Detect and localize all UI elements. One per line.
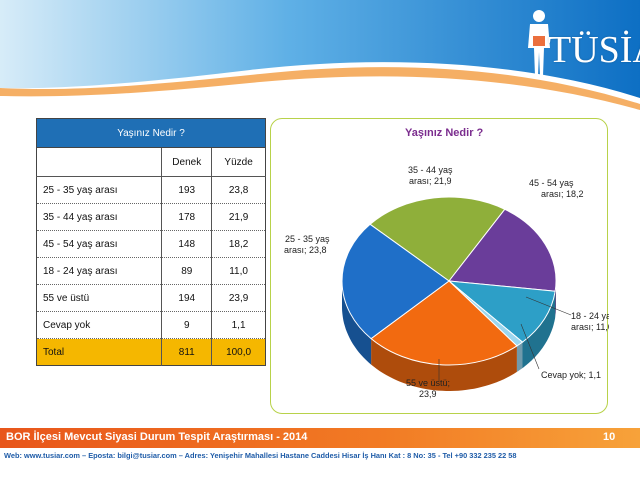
slice-label: arası; 21,9	[409, 176, 452, 186]
slice-label: 18 - 24 yaş	[571, 311, 609, 321]
age-table: Yaşınız Nedir ? Denek Yüzde 25 - 35 yaş …	[36, 118, 266, 366]
total-count: 811	[161, 338, 213, 366]
header-label	[36, 147, 163, 177]
brand-logo-text: TÜSİAR	[548, 29, 640, 71]
header-banner: TÜSİAR	[0, 0, 640, 118]
row-label: 45 - 54 yaş arası	[36, 230, 163, 258]
row-count: 89	[161, 257, 213, 285]
pie-slice-side	[342, 281, 372, 365]
pie-leader-lines	[438, 296, 572, 381]
row-label: Cevap yok	[36, 311, 163, 339]
leader-line	[525, 296, 572, 316]
pie-slice	[448, 208, 557, 292]
slice-label: 23,9	[419, 389, 437, 399]
header-wave	[0, 0, 640, 118]
row-count: 193	[161, 176, 213, 204]
slice-label: arası; 18,2	[541, 189, 584, 199]
row-percent: 11,0	[211, 257, 266, 285]
table-row: Cevap yok 9 1,1	[36, 311, 266, 339]
total-row: Total 811 100,0	[36, 338, 266, 366]
contact-info: Web: www.tusiar.com – Eposta: bilgi@tusi…	[4, 451, 517, 460]
pie-slice	[341, 223, 450, 340]
table-row: 55 ve üstü 194 23,9	[36, 284, 266, 312]
slice-label: 55 ve üstü;	[406, 378, 450, 388]
row-percent: 23,9	[211, 284, 266, 312]
slice-label: arası; 23,8	[284, 245, 327, 255]
row-percent: 23,8	[211, 176, 266, 204]
table-title: Yaşınız Nedir ?	[36, 118, 266, 148]
pie-slice	[447, 280, 556, 343]
row-label: 25 - 35 yaş arası	[36, 176, 163, 204]
table-row: 18 - 24 yaş arası 89 11,0	[36, 257, 266, 285]
row-label: 35 - 44 yaş arası	[36, 203, 163, 231]
slice-label: arası; 11,0	[571, 322, 609, 332]
tusiar-logo	[520, 8, 630, 78]
row-label: 18 - 24 yaş arası	[36, 257, 163, 285]
row-percent: 21,9	[211, 203, 266, 231]
person-figure-icon	[528, 10, 550, 76]
footer-title: BOR İlçesi Mevcut Siyasi Durum Tespit Ar…	[6, 431, 308, 443]
table-row: 35 - 44 yaş arası 178 21,9	[36, 203, 266, 231]
total-label: Total	[36, 338, 163, 366]
chart-panel: Yaşınız Nedir ? 35 - 44 yaş arası; 21,9 …	[270, 118, 609, 414]
header-count: Denek	[161, 147, 213, 177]
pie-slice	[369, 196, 506, 282]
pie-slice-side	[516, 342, 523, 372]
slice-label: 35 - 44 yaş	[408, 165, 453, 175]
table-row: 45 - 54 yaş arası 148 18,2	[36, 230, 266, 258]
chart-title: Yaşınız Nedir ?	[405, 127, 484, 139]
footer-bar	[0, 428, 640, 448]
row-count: 148	[161, 230, 213, 258]
header-percent: Yüzde	[211, 147, 266, 177]
slice-label: 25 - 35 yaş	[285, 234, 330, 244]
row-percent: 1,1	[211, 311, 266, 339]
page-number: 10	[603, 431, 616, 443]
row-percent: 18,2	[211, 230, 266, 258]
table-row: 25 - 35 yaş arası 193 23,8	[36, 176, 266, 204]
slice-label: Cevap yok; 1,1	[541, 370, 601, 380]
row-label: 55 ve üstü	[36, 284, 163, 312]
leader-line	[520, 323, 540, 370]
row-count: 9	[161, 311, 213, 339]
row-count: 178	[161, 203, 213, 231]
slice-label: 45 - 54 yaş	[529, 178, 574, 188]
total-percent: 100,0	[211, 338, 266, 366]
pie-slice-side	[371, 338, 517, 391]
row-count: 194	[161, 284, 213, 312]
pie-chart: Yaşınız Nedir ? 35 - 44 yaş arası; 21,9 …	[284, 127, 609, 399]
pie-top-group	[341, 196, 557, 366]
pie-slice	[370, 280, 518, 366]
